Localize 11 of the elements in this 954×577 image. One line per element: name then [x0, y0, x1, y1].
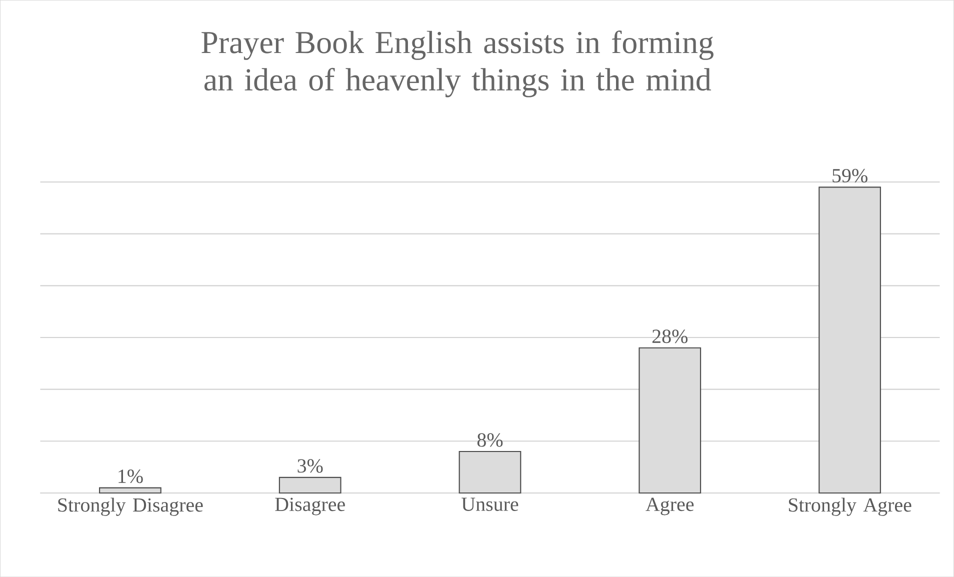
x-tick-label: Agree	[646, 498, 694, 516]
x-tick-label: Strongly Agree	[788, 498, 912, 516]
data-label: 28%	[652, 330, 688, 344]
data-label: 8%	[477, 433, 503, 447]
chart-title: Prayer Book English assists in forming an idea of heavenly things in the mind	[202, 30, 714, 98]
x-tick-label: Disagree	[275, 498, 345, 516]
data-label: 1%	[118, 469, 143, 484]
x-tick-label: Unsure	[462, 498, 518, 511]
data-label: 59%	[832, 168, 868, 182]
x-tick-label: Strongly Disagree	[58, 498, 203, 516]
data-label: 3%	[298, 459, 323, 473]
